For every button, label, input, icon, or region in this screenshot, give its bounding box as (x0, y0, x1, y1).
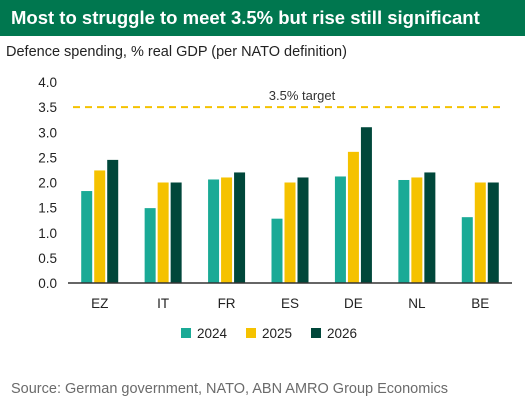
bar-ez-2024 (81, 191, 93, 283)
x-tick-label: EZ (91, 296, 108, 311)
bar-chart: 0.00.51.01.52.02.53.03.54.0 3.5% target … (38, 75, 512, 341)
source-note: Source: German government, NATO, ABN AMR… (11, 381, 449, 397)
bar-de-2024 (334, 176, 346, 283)
bar-nl-2026 (424, 172, 436, 283)
bar-de-2026 (360, 127, 372, 283)
legend-label-2025: 2025 (262, 326, 292, 341)
y-tick-label: 3.5 (38, 100, 57, 115)
bar-fr-2025 (221, 177, 233, 283)
bar-be-2025 (474, 182, 486, 283)
x-axis: EZ IT FR ES DE NL BE (91, 296, 489, 311)
legend-label-2026: 2026 (327, 326, 357, 341)
legend-swatch-2025 (246, 328, 256, 338)
bar-es-2025 (284, 182, 296, 283)
bar-it-2026 (170, 182, 182, 283)
bar-es-2024 (271, 218, 283, 283)
y-tick-label: 1.0 (38, 226, 57, 241)
y-axis: 0.0 0.5 1.0 1.5 2.0 2.5 3.0 3.5 4.0 (38, 75, 57, 291)
bar-be-2026 (487, 182, 499, 283)
x-tick-label: ES (281, 296, 299, 311)
legend-swatch-2024 (181, 328, 191, 338)
x-tick-label: BE (471, 296, 489, 311)
bar-it-2025 (157, 182, 169, 283)
bar-fr-2026 (234, 172, 246, 283)
y-tick-label: 4.0 (38, 75, 57, 90)
x-tick-label: DE (344, 296, 363, 311)
chart-subtitle: Defence spending, % real GDP (per NATO d… (6, 44, 347, 60)
bar-ez-2025 (94, 170, 106, 283)
bars-group (81, 127, 499, 283)
bar-ez-2026 (107, 159, 119, 283)
target-line-group: 3.5% target (73, 88, 500, 109)
y-tick-label: 1.5 (38, 201, 57, 216)
bar-es-2026 (297, 177, 309, 283)
bar-nl-2025 (411, 177, 423, 283)
legend-label-2024: 2024 (197, 326, 228, 341)
y-tick-label: 0.0 (38, 276, 57, 291)
bar-it-2024 (144, 208, 156, 283)
legend: 2024 2025 2026 (181, 326, 357, 341)
legend-swatch-2026 (311, 328, 321, 338)
x-tick-label: IT (157, 296, 169, 311)
y-tick-label: 3.0 (38, 125, 57, 140)
bar-de-2025 (347, 151, 359, 283)
bar-fr-2024 (208, 179, 220, 283)
y-tick-label: 0.5 (38, 251, 57, 266)
bar-be-2024 (461, 217, 473, 283)
x-tick-label: NL (408, 296, 426, 311)
target-label: 3.5% target (269, 88, 336, 103)
chart-title: Most to struggle to meet 3.5% but rise s… (0, 0, 525, 36)
y-tick-label: 2.5 (38, 150, 57, 165)
x-tick-label: FR (218, 296, 236, 311)
y-tick-label: 2.0 (38, 176, 57, 191)
bar-nl-2024 (398, 179, 410, 283)
